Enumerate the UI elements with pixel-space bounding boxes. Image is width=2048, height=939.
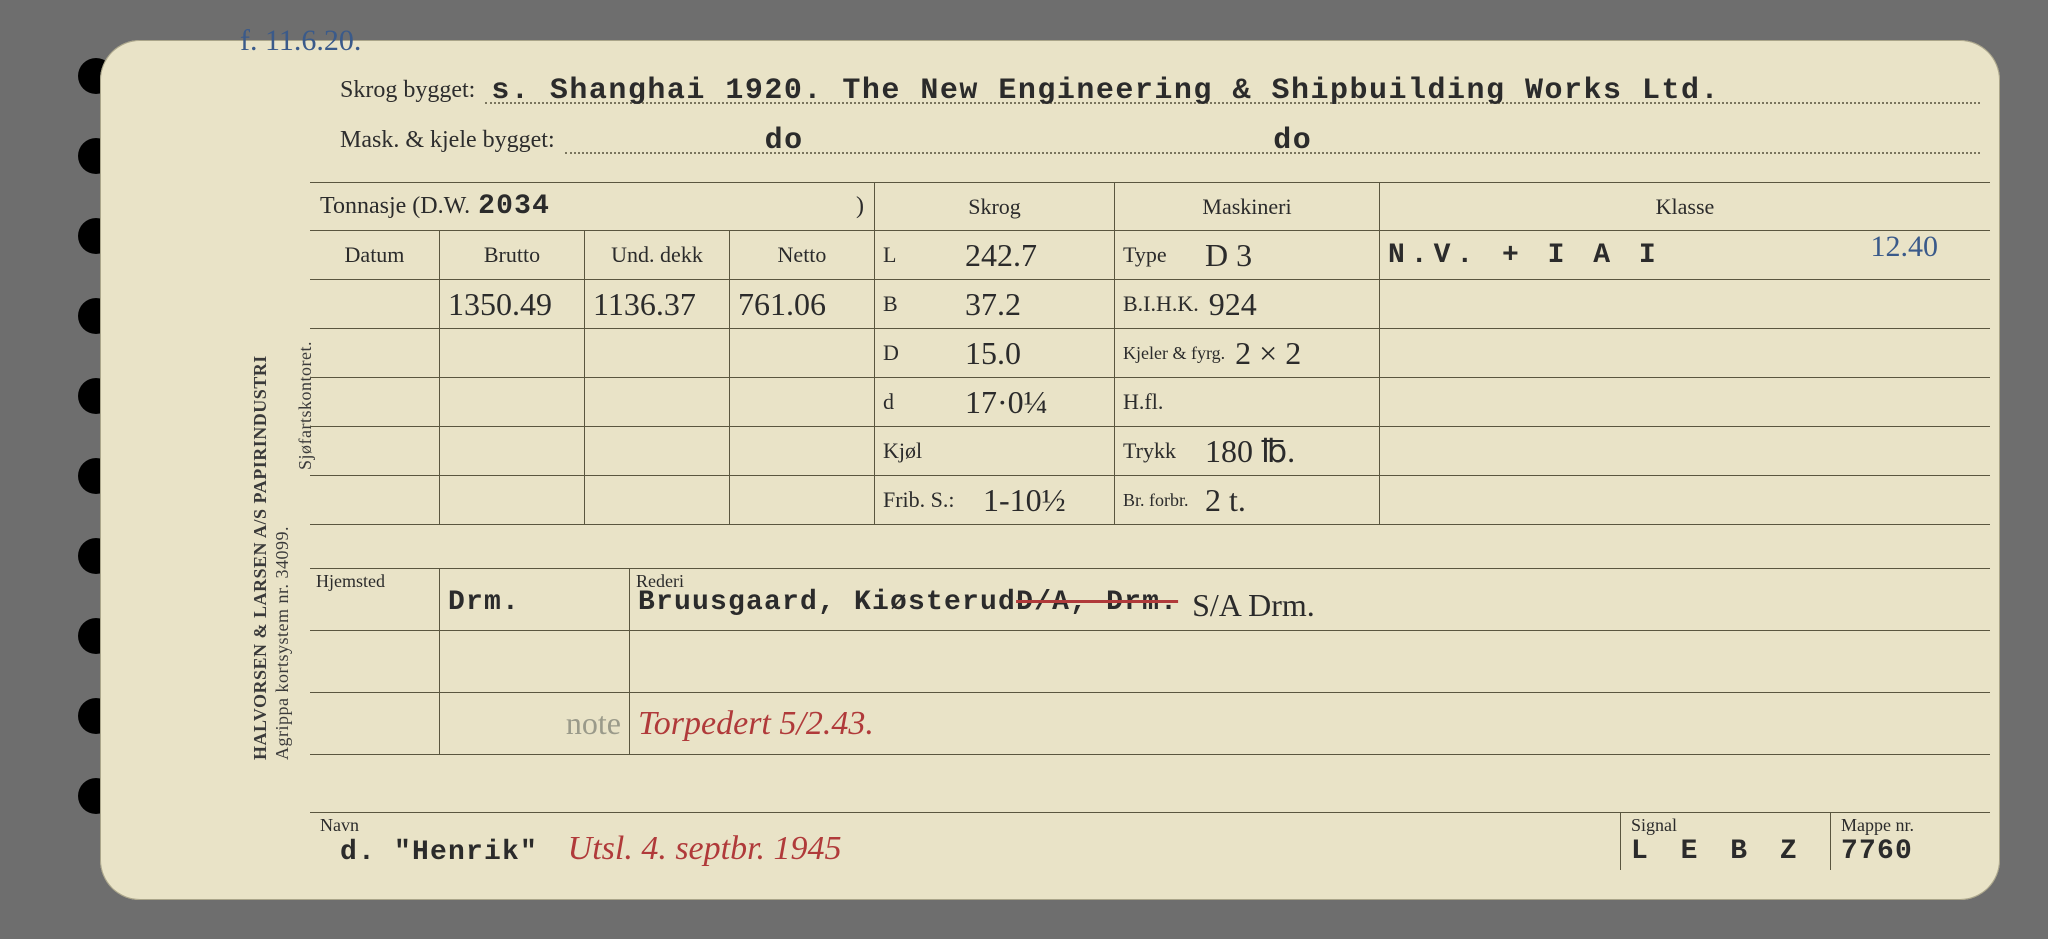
navn-red-note: Utsl. 4. septbr. 1945 bbox=[568, 830, 842, 867]
index-card: HALVORSEN & LARSEN A/S PAPIRINDUSTRI Agr… bbox=[100, 40, 2000, 900]
mask-kjele-label: Mask. & kjele bygget: bbox=[340, 127, 555, 154]
skrog-header: Skrog bbox=[875, 183, 1115, 231]
br-label: Br. forbr. bbox=[1123, 491, 1195, 509]
mappe-value: 7760 bbox=[1841, 836, 1913, 867]
mappe-label: Mappe nr. bbox=[1841, 815, 1914, 835]
skrog-L-label: L bbox=[883, 242, 955, 268]
klasse-value: N.V. + I A I bbox=[1388, 240, 1662, 271]
hjemsted-value: Drm. bbox=[448, 587, 520, 618]
skrog-B: 37.2 bbox=[965, 286, 1021, 323]
skrog-D-label: D bbox=[883, 340, 955, 366]
col-netto: Netto bbox=[730, 231, 875, 279]
frib-value: 1-10½ bbox=[983, 482, 1066, 519]
hjemsted-section: Hjemsted Drm. Rederi Bruusgaard, Kiøster… bbox=[310, 568, 1990, 755]
klasse-right-note: 12.40 bbox=[1871, 230, 1939, 264]
side-system: Agrippa kortsystem nr. 34099. bbox=[272, 526, 293, 760]
col-brutto: Brutto bbox=[440, 231, 585, 279]
tonnasje-prefix: Tonnasje (D.W. bbox=[320, 193, 470, 220]
navn-label: Navn bbox=[320, 815, 359, 835]
bihk-label: B.I.H.K. bbox=[1123, 291, 1199, 317]
side-company: HALVORSEN & LARSEN A/S PAPIRINDUSTRI bbox=[250, 355, 271, 760]
brutto-value: 1350.49 bbox=[448, 286, 552, 323]
trykk-label: Trykk bbox=[1123, 438, 1195, 464]
col-datum: Datum bbox=[310, 231, 440, 279]
pencil-note: note bbox=[566, 705, 621, 742]
mask-kjele-value-2: do bbox=[1273, 124, 1312, 158]
kjol-label: Kjøl bbox=[883, 438, 955, 464]
col-und-dekk: Und. dekk bbox=[585, 231, 730, 279]
top-handwritten-note: f. 11.6.20. bbox=[240, 24, 361, 58]
hfl-label: H.fl. bbox=[1123, 389, 1195, 415]
hjemsted-label: Hjemsted bbox=[316, 571, 385, 592]
skrog-B-label: B bbox=[883, 291, 955, 317]
rederi-label: Rederi bbox=[636, 571, 684, 592]
skrog-bygget-value: s. Shanghai 1920. The New Engineering & … bbox=[491, 74, 1720, 108]
torpedert-note: Torpedert 5/2.43. bbox=[638, 705, 874, 743]
skrog-d2-label: d bbox=[883, 389, 955, 415]
navn-value: d. "Henrik" bbox=[340, 837, 538, 868]
kjeler-value: 2 × 2 bbox=[1235, 335, 1301, 372]
main-table: Tonnasje (D.W. 2034 ) Skrog Maskineri Kl… bbox=[310, 182, 1990, 525]
bottom-strip: Navn d. "Henrik" Utsl. 4. septbr. 1945 S… bbox=[310, 812, 1990, 870]
mask-kjele-value-1: do bbox=[765, 124, 804, 158]
bihk-value: 924 bbox=[1209, 286, 1257, 323]
und-dekk-value: 1136.37 bbox=[593, 286, 696, 323]
br-value: 2 t. bbox=[1205, 482, 1246, 519]
frib-label: Frib. S.: bbox=[883, 487, 973, 513]
rederi-value: Bruusgaard, Kiøsterud bbox=[638, 587, 1016, 618]
skrog-d2: 17·0¼ bbox=[965, 384, 1048, 421]
tonnasje-suffix: ) bbox=[856, 193, 864, 220]
tonnasje-cell: Tonnasje (D.W. 2034 ) bbox=[310, 183, 875, 230]
rederi-hand: S/A Drm. bbox=[1192, 587, 1315, 624]
type-value: D 3 bbox=[1205, 237, 1252, 274]
tonnasje-dw: 2034 bbox=[478, 191, 550, 222]
klasse-header: Klasse bbox=[1380, 183, 1990, 231]
rederi-struck: D/A, Drm. bbox=[1016, 587, 1178, 618]
maskineri-header: Maskineri bbox=[1115, 183, 1380, 231]
trykk-value: 180 ℔. bbox=[1205, 432, 1295, 470]
signal-label: Signal bbox=[1631, 815, 1677, 835]
skrog-D: 15.0 bbox=[965, 335, 1021, 372]
skrog-bygget-label: Skrog bygget: bbox=[340, 77, 475, 104]
type-label: Type bbox=[1123, 242, 1195, 268]
signal-value: L E B Z bbox=[1631, 836, 1805, 867]
skrog-L: 242.7 bbox=[965, 237, 1037, 274]
kjeler-label: Kjeler & fyrg. bbox=[1123, 344, 1225, 362]
netto-value: 761.06 bbox=[738, 286, 826, 323]
